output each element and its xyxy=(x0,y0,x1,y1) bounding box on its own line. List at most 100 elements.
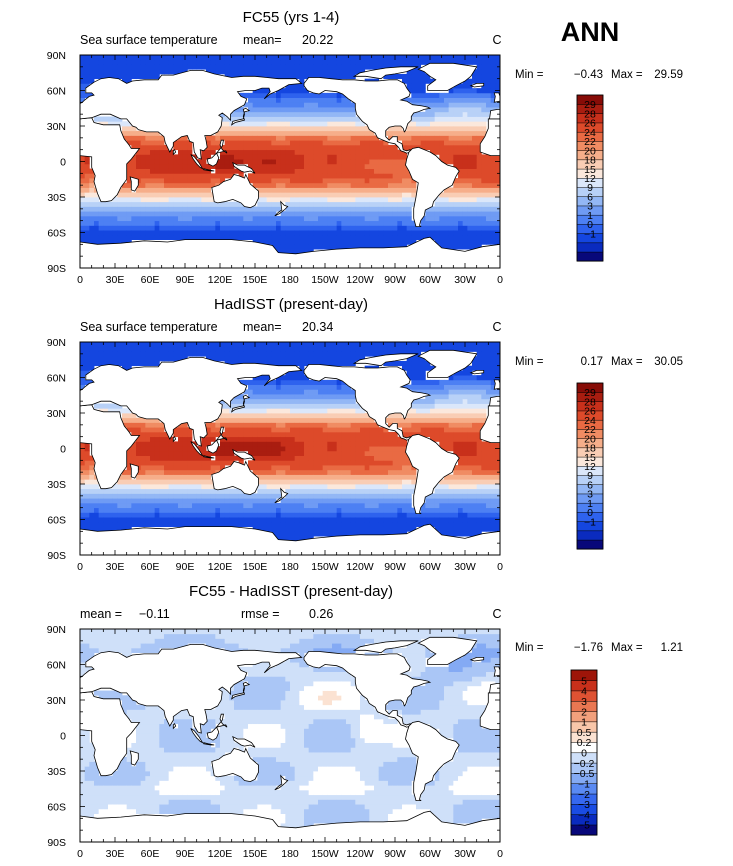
y-tick-label: 90S xyxy=(47,550,66,562)
mean-value: 20.22 xyxy=(302,33,333,47)
y-tick-label: 30N xyxy=(47,695,66,707)
sst-field xyxy=(80,629,500,842)
y-tick-label: 60S xyxy=(47,515,66,527)
y-tick-label: 30S xyxy=(47,192,66,204)
colorbar-label: 3 xyxy=(587,489,593,501)
colorbar-label: 1 xyxy=(581,717,587,729)
colorbar-label: 4 xyxy=(581,686,587,698)
mean-label: mean = xyxy=(80,607,122,621)
colorbar-label: −2 xyxy=(578,789,590,801)
colorbar-label: 26 xyxy=(584,118,596,130)
x-tick-label: 0 xyxy=(77,561,83,573)
min-value: −1.76 xyxy=(574,642,603,654)
season-label: ANN xyxy=(561,17,620,47)
panel-title: FC55 (yrs 1-4) xyxy=(243,9,340,26)
colorbar-label: 0 xyxy=(587,507,593,519)
x-tick-label: 180 xyxy=(281,561,299,573)
x-tick-label: 60W xyxy=(419,561,441,573)
colorbar-label: 28 xyxy=(584,108,596,120)
x-tick-label: 0 xyxy=(497,561,503,573)
y-tick-label: 60S xyxy=(47,228,66,240)
x-tick-label: 150W xyxy=(311,848,339,860)
x-tick-label: 60E xyxy=(141,561,160,573)
colorbar-label: −4 xyxy=(578,809,590,821)
colorbar-label: 0.2 xyxy=(577,737,592,749)
y-tick-label: 30S xyxy=(47,766,66,778)
mean-value: −0.11 xyxy=(139,607,170,621)
max-label: Max = xyxy=(611,356,643,368)
mean-value: 20.34 xyxy=(302,320,333,334)
colorbar-label: 0.5 xyxy=(577,727,592,739)
y-tick-label: 90S xyxy=(47,837,66,849)
x-tick-label: 30E xyxy=(106,274,125,286)
panel-title: HadISST (present-day) xyxy=(214,296,368,313)
colorbar-label: 24 xyxy=(584,127,596,139)
colorbar-swatch xyxy=(576,530,604,541)
y-tick-label: 0 xyxy=(60,444,66,456)
panel-model: FC55 (yrs 1-4) Sea surface temperature mea… xyxy=(47,9,683,286)
colorbar-label: 26 xyxy=(584,406,596,418)
max-label: Max = xyxy=(611,642,643,654)
colorbar-label: 6 xyxy=(587,191,593,203)
y-tick-label: 30N xyxy=(47,121,66,133)
units-label: C xyxy=(492,607,501,621)
colorbar-label: 20 xyxy=(584,433,596,445)
x-tick-label: 30W xyxy=(454,274,476,286)
mean-label: mean= xyxy=(243,320,282,334)
colorbar-label: 12 xyxy=(584,173,596,185)
x-tick-label: 120E xyxy=(208,848,233,860)
coastlines xyxy=(80,636,500,842)
units-label: C xyxy=(492,33,501,47)
colorbar-label: 20 xyxy=(584,145,596,157)
units-label: C xyxy=(492,320,501,334)
y-tick-label: 30S xyxy=(47,479,66,491)
y-tick-label: 90N xyxy=(47,50,66,62)
variable-label: Sea surface temperature xyxy=(80,320,218,334)
x-tick-label: 150E xyxy=(243,274,268,286)
colorbar-label: 18 xyxy=(584,443,596,455)
x-tick-label: 90E xyxy=(176,848,195,860)
x-tick-label: 90W xyxy=(384,561,406,573)
x-tick-label: 180 xyxy=(281,274,299,286)
colorbar-label: −1 xyxy=(584,516,596,528)
colorbar-label: 15 xyxy=(584,164,596,176)
axes: 0 30E 60E 90E 120E 150E 180 150W 120W 90W 60W 30W 09… xyxy=(47,624,503,860)
colorbar-label: −0.5 xyxy=(574,768,595,780)
colorbar-label: 29 xyxy=(584,387,596,399)
colorbar-label: 9 xyxy=(587,470,593,482)
x-tick-label: 0 xyxy=(77,274,83,286)
y-tick-label: 0 xyxy=(60,157,66,169)
max-value: 29.59 xyxy=(654,69,683,81)
x-tick-label: 120W xyxy=(346,561,374,573)
max-label: Max = xyxy=(611,69,643,81)
y-tick-label: 60N xyxy=(47,373,66,385)
axes: 0 30E 60E 90E 120E 150E 180 150W 120W 90W 60W 30W 09… xyxy=(47,50,503,286)
colorbar-label: 29 xyxy=(584,99,596,111)
variable-label: Sea surface temperature xyxy=(80,33,218,47)
x-tick-label: 180 xyxy=(281,848,299,860)
colorbar-label: 3 xyxy=(587,201,593,213)
coastlines xyxy=(80,349,500,555)
x-tick-label: 90W xyxy=(384,848,406,860)
colorbar-label: 5 xyxy=(581,675,587,687)
colorbar-swatch xyxy=(576,242,604,253)
x-tick-label: 30W xyxy=(454,561,476,573)
colorbar-label: −5 xyxy=(578,820,590,832)
colorbar-label: 1 xyxy=(587,210,593,222)
colorbar-label: 12 xyxy=(584,461,596,473)
x-tick-label: 30W xyxy=(454,848,476,860)
colorbar-label: −3 xyxy=(578,799,590,811)
mean-label: mean= xyxy=(243,33,282,47)
panel-title: FC55 - HadISST (present-day) xyxy=(189,583,393,600)
y-tick-label: 90N xyxy=(47,337,66,349)
colorbar-label: 1 xyxy=(587,498,593,510)
x-tick-label: 0 xyxy=(497,848,503,860)
y-tick-label: 30N xyxy=(47,408,66,420)
x-tick-label: 120E xyxy=(208,561,233,573)
x-tick-label: 90E xyxy=(176,561,195,573)
max-value: 1.21 xyxy=(661,642,683,654)
colorbar-label: 0 xyxy=(581,748,587,760)
